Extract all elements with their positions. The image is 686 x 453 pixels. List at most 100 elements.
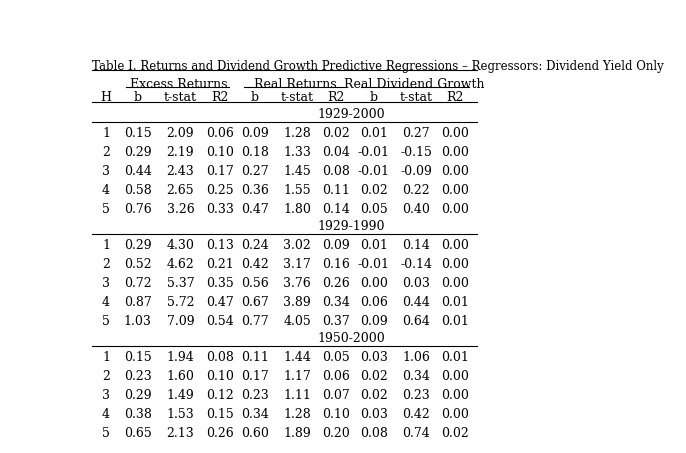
Text: 2.43: 2.43 — [167, 165, 194, 178]
Text: 0.47: 0.47 — [241, 202, 269, 216]
Text: 0.02: 0.02 — [360, 184, 388, 197]
Text: 0.40: 0.40 — [403, 202, 430, 216]
Text: 0.22: 0.22 — [403, 184, 430, 197]
Text: 1.60: 1.60 — [167, 370, 194, 383]
Text: 0.00: 0.00 — [441, 277, 469, 290]
Text: 0.44: 0.44 — [403, 296, 430, 309]
Text: 4: 4 — [102, 184, 110, 197]
Text: 0.00: 0.00 — [441, 146, 469, 159]
Text: 2.65: 2.65 — [167, 184, 194, 197]
Text: 3.02: 3.02 — [283, 239, 311, 252]
Text: 4: 4 — [102, 408, 110, 421]
Text: 0.03: 0.03 — [360, 351, 388, 364]
Text: 0.15: 0.15 — [124, 127, 152, 140]
Text: 0.42: 0.42 — [241, 258, 269, 271]
Text: 5: 5 — [102, 202, 110, 216]
Text: 0.20: 0.20 — [322, 427, 349, 439]
Text: 1929-2000: 1929-2000 — [318, 108, 386, 121]
Text: 3.76: 3.76 — [283, 277, 311, 290]
Text: 1.53: 1.53 — [167, 408, 194, 421]
Text: 0.42: 0.42 — [403, 408, 430, 421]
Text: 0.09: 0.09 — [241, 127, 269, 140]
Text: 0.02: 0.02 — [322, 127, 349, 140]
Text: 2: 2 — [102, 370, 110, 383]
Text: 0.12: 0.12 — [206, 389, 234, 402]
Text: 5: 5 — [102, 314, 110, 328]
Text: 0.03: 0.03 — [403, 277, 430, 290]
Text: 0.23: 0.23 — [124, 370, 152, 383]
Text: 0.00: 0.00 — [441, 202, 469, 216]
Text: 0.26: 0.26 — [322, 277, 349, 290]
Text: 3: 3 — [102, 277, 110, 290]
Text: 0.06: 0.06 — [360, 296, 388, 309]
Text: 0.05: 0.05 — [322, 351, 349, 364]
Text: 0.26: 0.26 — [206, 427, 234, 439]
Text: -0.15: -0.15 — [401, 146, 432, 159]
Text: 0.76: 0.76 — [124, 202, 152, 216]
Text: 3.89: 3.89 — [283, 296, 311, 309]
Text: 0.13: 0.13 — [206, 239, 234, 252]
Text: 0.15: 0.15 — [206, 408, 234, 421]
Text: 0.17: 0.17 — [241, 370, 269, 383]
Text: 0.08: 0.08 — [360, 427, 388, 439]
Text: 0.34: 0.34 — [403, 370, 430, 383]
Text: t-stat: t-stat — [164, 91, 197, 104]
Text: 0.08: 0.08 — [206, 351, 234, 364]
Text: 7.09: 7.09 — [167, 314, 194, 328]
Text: 0.04: 0.04 — [322, 146, 350, 159]
Text: 0.29: 0.29 — [124, 389, 152, 402]
Text: R2: R2 — [327, 91, 344, 104]
Text: 0.35: 0.35 — [206, 277, 234, 290]
Text: 0.44: 0.44 — [124, 165, 152, 178]
Text: 0.60: 0.60 — [241, 427, 269, 439]
Text: 0.54: 0.54 — [206, 314, 234, 328]
Text: 0.00: 0.00 — [441, 370, 469, 383]
Text: 0.10: 0.10 — [322, 408, 350, 421]
Text: 0.52: 0.52 — [124, 258, 152, 271]
Text: 0.16: 0.16 — [322, 258, 350, 271]
Text: 0.05: 0.05 — [360, 202, 388, 216]
Text: Real Returns: Real Returns — [254, 78, 337, 91]
Text: b: b — [370, 91, 378, 104]
Text: 0.56: 0.56 — [241, 277, 269, 290]
Text: 1.33: 1.33 — [283, 146, 311, 159]
Text: 0.09: 0.09 — [360, 314, 388, 328]
Text: 1.11: 1.11 — [283, 389, 311, 402]
Text: Table I. Returns and Dividend Growth Predictive Regressions – Regressors: Divide: Table I. Returns and Dividend Growth Pre… — [92, 60, 664, 72]
Text: -0.01: -0.01 — [358, 258, 390, 271]
Text: 0.37: 0.37 — [322, 314, 349, 328]
Text: 0.11: 0.11 — [241, 351, 269, 364]
Text: 0.14: 0.14 — [322, 202, 350, 216]
Text: 1.89: 1.89 — [283, 427, 311, 439]
Text: 0.34: 0.34 — [241, 408, 269, 421]
Text: -0.09: -0.09 — [401, 165, 432, 178]
Text: 1.49: 1.49 — [167, 389, 194, 402]
Text: 0.06: 0.06 — [322, 370, 350, 383]
Text: 1.55: 1.55 — [283, 184, 311, 197]
Text: 0.24: 0.24 — [241, 239, 269, 252]
Text: 1.45: 1.45 — [283, 165, 311, 178]
Text: 0.08: 0.08 — [322, 165, 350, 178]
Text: 2.13: 2.13 — [167, 427, 194, 439]
Text: 0.21: 0.21 — [206, 258, 234, 271]
Text: 2: 2 — [102, 258, 110, 271]
Text: 0.01: 0.01 — [360, 127, 388, 140]
Text: 0.87: 0.87 — [124, 296, 152, 309]
Text: 0.14: 0.14 — [403, 239, 430, 252]
Text: 0.10: 0.10 — [206, 370, 234, 383]
Text: 5.72: 5.72 — [167, 296, 194, 309]
Text: 4.30: 4.30 — [167, 239, 194, 252]
Text: 0.00: 0.00 — [360, 277, 388, 290]
Text: 5: 5 — [102, 427, 110, 439]
Text: 0.15: 0.15 — [124, 351, 152, 364]
Text: 1: 1 — [102, 239, 110, 252]
Text: 1.03: 1.03 — [124, 314, 152, 328]
Text: 3.17: 3.17 — [283, 258, 311, 271]
Text: 0.00: 0.00 — [441, 184, 469, 197]
Text: 0.09: 0.09 — [322, 239, 349, 252]
Text: 0.38: 0.38 — [124, 408, 152, 421]
Text: 0.00: 0.00 — [441, 258, 469, 271]
Text: 0.00: 0.00 — [441, 408, 469, 421]
Text: 0.74: 0.74 — [403, 427, 430, 439]
Text: 0.65: 0.65 — [124, 427, 152, 439]
